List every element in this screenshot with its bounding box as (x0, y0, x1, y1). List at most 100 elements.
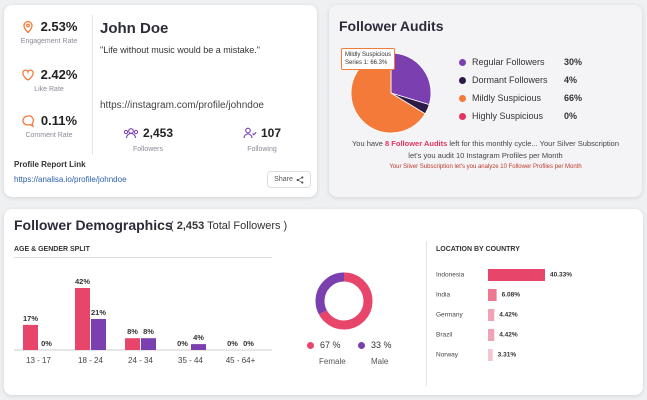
audit-message: You have 8 Follower Audits left for this… (329, 138, 642, 162)
donut-segment-male[interactable] (315, 272, 373, 330)
male-percent: 33 % (371, 340, 392, 350)
follower-demographics-card: Follower Demographics ( 2,453 Total Foll… (4, 209, 643, 395)
female-label: Female (319, 357, 346, 366)
tooltip-value: Series 1: 66.3% (345, 60, 388, 66)
bar-value-label: 8% (143, 327, 154, 336)
age-gender-title: AGE & GENDER SPLIT (14, 246, 90, 253)
instagram-url-link[interactable]: https://instagram.com/profile/johndoe (100, 100, 264, 111)
location-pin-icon (22, 20, 33, 33)
follower-audits-card: Follower Audits Mildly Suspicious Series… (329, 5, 642, 197)
subscription-note: Your Silver Subscription let's you analy… (389, 164, 582, 170)
heart-icon (21, 69, 34, 81)
user-check-icon (243, 127, 257, 139)
country-bar-brazil[interactable] (488, 329, 495, 341)
bar-value-label: 8% (127, 327, 138, 336)
audit-message-line2: let's you audit 10 Instagram Profiles pe… (408, 151, 563, 160)
engagement-rate-metric: 2.53% Engagement Rate (8, 19, 90, 45)
country-bar-norway[interactable] (488, 349, 493, 361)
engagement-rate-value: 2.53% (40, 19, 78, 34)
audit-legend-item: Highly Suspicious 0% (459, 111, 577, 121)
country-bar-india[interactable] (488, 289, 497, 301)
male-legend: 33 % (358, 340, 392, 350)
female-legend: 67 % (307, 340, 341, 350)
location-by-country-title: LOCATION BY COUNTRY (436, 246, 520, 253)
gender-donut-chart (315, 272, 373, 330)
bar-value-label: 0% (177, 339, 188, 348)
comment-rate-metric: 0.11% Comment Rate (8, 113, 90, 139)
legend-value: 4% (564, 75, 578, 85)
legend-value: 30% (564, 57, 583, 67)
bar-value-label: 0% (243, 339, 254, 348)
legend-label: Highly Suspicious (472, 111, 544, 121)
divider (92, 15, 93, 155)
country-bar-germany[interactable] (488, 309, 495, 321)
comment-rate-value: 0.11% (40, 113, 78, 128)
audit-message-post: left for this monthly cycle... Your Silv… (447, 139, 620, 148)
country-value-label: 4.42% (499, 312, 518, 319)
total-followers-label: Total Followers ) (204, 220, 288, 232)
bar-female-0[interactable] (23, 324, 38, 350)
country-label: Norway (436, 352, 459, 359)
divider (426, 241, 427, 386)
legend-dot (459, 58, 466, 66)
bar-female-1[interactable] (75, 288, 90, 350)
age-gender-bar-chart: 17% 0% 13 - 17 42% 21% 18 - 24 8% 8% 24 - 34 0% 4%… (14, 277, 272, 365)
bar-male-3[interactable] (191, 344, 206, 350)
users-icon (123, 128, 139, 139)
audit-legend-item: Dormant Followers 4% (459, 75, 577, 85)
bar-male-1[interactable] (91, 319, 106, 350)
share-button[interactable]: Share (267, 171, 311, 188)
bar-value-label: 0% (41, 339, 52, 348)
bar-male-2[interactable] (141, 338, 156, 350)
following-label: Following (247, 146, 277, 153)
legend-label: Mildly Suspicious (472, 93, 542, 103)
audit-count-highlight: 8 Follower Audits (385, 139, 448, 148)
like-rate-value: 2.42% (40, 67, 78, 82)
country-label: Germany (436, 312, 463, 319)
bar-value-label: 0% (227, 339, 238, 348)
pie-slice-regular-followers[interactable] (390, 52, 432, 106)
audit-message-pre: You have (351, 139, 386, 148)
tooltip-title: Mildly Suspicious (345, 52, 392, 58)
share-icon (296, 175, 304, 184)
total-open: ( (170, 220, 177, 232)
total-followers: ( 2,453 Total Followers ) (170, 220, 287, 232)
like-rate-label: Like Rate (34, 86, 64, 93)
country-label: Indonesia (436, 272, 465, 279)
engagement-rate-label: Engagement Rate (20, 38, 78, 45)
followers-count: 2,453 (142, 126, 174, 140)
legend-dot (459, 94, 466, 102)
bar-female-2[interactable] (125, 338, 140, 350)
male-label: Male (371, 357, 389, 366)
total-followers-count: 2,453 (176, 220, 205, 232)
location-country-bar-chart: Indonesia 40.33% India 6.08% Germany 4.42% Bra… (436, 269, 572, 361)
x-tick-label: 35 - 44 (178, 356, 203, 365)
country-label: India (436, 292, 450, 299)
follower-audit-pie-chart (350, 52, 432, 134)
audit-legend-item: Mildly Suspicious 66% (459, 93, 582, 103)
legend-dot (459, 76, 466, 84)
following-count: 107 (260, 126, 282, 140)
x-tick-label: 13 - 17 (26, 356, 51, 365)
report-link[interactable]: https://analisa.io/profile/johndoe (14, 175, 127, 184)
legend-value: 0% (564, 111, 578, 121)
legend-value: 66% (564, 93, 583, 103)
country-value-label: 40.33% (550, 272, 572, 279)
following-stat: 107 Following (222, 126, 302, 153)
report-link-title: Profile Report Link (14, 160, 86, 169)
share-label: Share (274, 176, 293, 183)
profile-card: 2.53% Engagement Rate 2.42% Like Rate 0.… (4, 5, 317, 197)
pie-tooltip: Mildly Suspicious Series 1: 66.3% (341, 48, 396, 70)
country-value-label: 4.42% (499, 332, 518, 339)
country-value-label: 3.31% (498, 352, 517, 359)
demographics-title: Follower Demographics (14, 217, 173, 233)
x-tick-label: 24 - 34 (128, 356, 153, 365)
followers-label: Followers (133, 146, 163, 153)
country-bar-indonesia[interactable] (488, 269, 545, 281)
female-dot (307, 341, 314, 349)
follower-audits-title: Follower Audits (339, 18, 444, 34)
legend-label: Regular Followers (472, 57, 545, 67)
comment-rate-label: Comment Rate (25, 132, 73, 139)
male-dot (358, 341, 365, 349)
legend-label: Dormant Followers (472, 75, 548, 85)
